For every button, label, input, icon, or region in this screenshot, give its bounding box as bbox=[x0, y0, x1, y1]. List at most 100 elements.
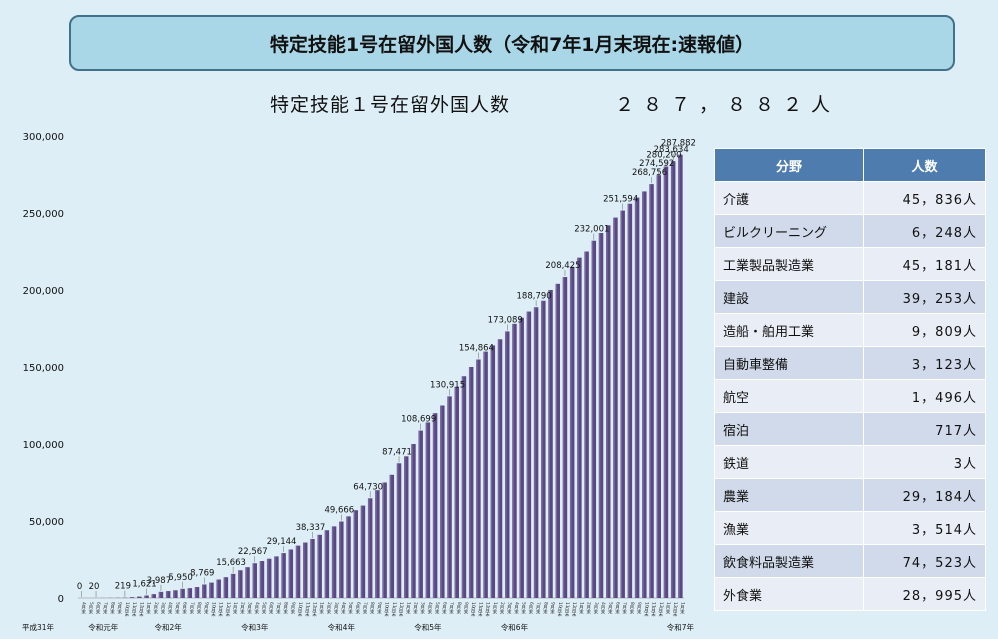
bar bbox=[331, 526, 337, 598]
bar bbox=[223, 577, 229, 598]
bar bbox=[129, 597, 135, 598]
month-label: 3月末 bbox=[333, 602, 339, 615]
month-label: 6月末 bbox=[528, 602, 534, 615]
bar-highlight bbox=[223, 577, 226, 598]
field-count: 3人 bbox=[863, 445, 986, 479]
month-label: 7月末 bbox=[449, 602, 455, 615]
month-label: 11月末 bbox=[304, 602, 310, 618]
bar bbox=[281, 553, 286, 598]
data-label: 232,001 bbox=[574, 225, 609, 235]
month-label: 2月末 bbox=[153, 602, 159, 615]
data-label: 0 bbox=[77, 582, 82, 592]
month-label: 5月末 bbox=[174, 602, 180, 615]
month-label: 11月末 bbox=[477, 602, 483, 618]
bar bbox=[606, 225, 611, 598]
month-label: 8月末 bbox=[629, 602, 635, 615]
bar bbox=[526, 311, 532, 598]
month-label: 5月末 bbox=[607, 602, 613, 615]
data-label: 251,594 bbox=[603, 195, 638, 205]
era-label: 令和4年 bbox=[328, 622, 356, 632]
bar-highlight bbox=[252, 563, 255, 598]
bar bbox=[209, 582, 214, 598]
month-label: 8月末 bbox=[196, 602, 202, 615]
bar bbox=[468, 367, 474, 598]
month-label: 7月末 bbox=[275, 602, 281, 615]
bar-highlight bbox=[663, 166, 666, 598]
bar bbox=[656, 175, 661, 598]
bar bbox=[346, 516, 351, 598]
table-row: 漁業 3，514人 bbox=[714, 511, 986, 545]
bar-highlight bbox=[468, 367, 471, 598]
month-label: 7月末 bbox=[362, 602, 368, 615]
table-row: 外食業 28，995人 bbox=[714, 577, 986, 611]
bar-highlight bbox=[187, 588, 190, 598]
data-label: 8,769 bbox=[190, 568, 214, 578]
era-label: 平成31年 bbox=[22, 622, 55, 632]
bar-highlight bbox=[555, 283, 558, 598]
table-row: 造船・舶用工業 9，809人 bbox=[714, 313, 986, 347]
data-label: 5,950 bbox=[168, 573, 192, 583]
field-count: 74，523人 bbox=[863, 544, 986, 578]
era-label: 令和7年 bbox=[667, 622, 695, 632]
bar bbox=[324, 530, 330, 598]
bar-highlight bbox=[144, 595, 146, 598]
era-label: 令和元年 bbox=[88, 622, 118, 632]
bar bbox=[158, 591, 164, 598]
bar bbox=[440, 405, 445, 598]
bar-highlight bbox=[447, 396, 449, 598]
month-label: 5月末 bbox=[348, 602, 354, 615]
month-label: 12月末 bbox=[138, 602, 144, 618]
field-name: ビルクリーニング bbox=[714, 214, 864, 248]
bar bbox=[144, 595, 149, 598]
bar bbox=[404, 456, 409, 598]
y-tick-label: 50,000 bbox=[29, 517, 64, 528]
bar bbox=[274, 556, 279, 598]
data-label: 274,592 bbox=[639, 159, 674, 169]
bar-highlight bbox=[497, 339, 500, 598]
bar bbox=[613, 217, 618, 598]
bar bbox=[490, 345, 496, 598]
month-label: 10月末 bbox=[557, 602, 563, 618]
month-label: 1月末 bbox=[405, 602, 411, 615]
field-count: 9，809人 bbox=[863, 313, 986, 347]
field-name: 宿泊 bbox=[714, 412, 864, 446]
bar bbox=[642, 191, 647, 598]
month-label: 12月末 bbox=[398, 602, 404, 618]
bar-highlight bbox=[584, 251, 586, 598]
data-label: 20 bbox=[89, 582, 100, 592]
month-label: 11月末 bbox=[391, 602, 397, 618]
data-label: 1,621 bbox=[132, 580, 156, 590]
bar-highlight bbox=[425, 422, 428, 598]
month-label: 1月末 bbox=[679, 602, 685, 615]
bar bbox=[649, 184, 654, 598]
bar bbox=[548, 290, 553, 598]
field-name: 漁業 bbox=[714, 511, 864, 545]
bar bbox=[396, 463, 402, 598]
bar bbox=[252, 563, 257, 598]
month-label: 9月末 bbox=[376, 602, 382, 615]
field-count: 29，184人 bbox=[863, 478, 986, 512]
month-label: 4月末 bbox=[513, 602, 519, 615]
bar bbox=[476, 359, 481, 598]
bar bbox=[584, 251, 589, 598]
bar-highlight bbox=[432, 413, 435, 598]
bar-highlight bbox=[418, 430, 421, 598]
table-row: 農業 29，184人 bbox=[714, 478, 986, 512]
bar bbox=[310, 538, 315, 598]
bar bbox=[454, 387, 459, 598]
month-label: 4月末 bbox=[600, 602, 606, 615]
bar bbox=[418, 430, 423, 598]
bar bbox=[447, 396, 452, 598]
bar-highlight bbox=[541, 300, 543, 598]
month-label: 1月末 bbox=[319, 602, 325, 615]
data-label: 287,882 bbox=[661, 139, 696, 149]
month-label: 5月末 bbox=[521, 602, 527, 615]
bar-highlight bbox=[526, 311, 529, 598]
bar bbox=[288, 549, 294, 598]
era-label: 令和6年 bbox=[501, 622, 529, 632]
data-label: 208,425 bbox=[545, 261, 580, 271]
data-label: 219 bbox=[115, 582, 131, 592]
month-label: 3月末 bbox=[593, 602, 599, 615]
bar bbox=[173, 590, 178, 598]
era-label: 令和5年 bbox=[414, 622, 442, 632]
